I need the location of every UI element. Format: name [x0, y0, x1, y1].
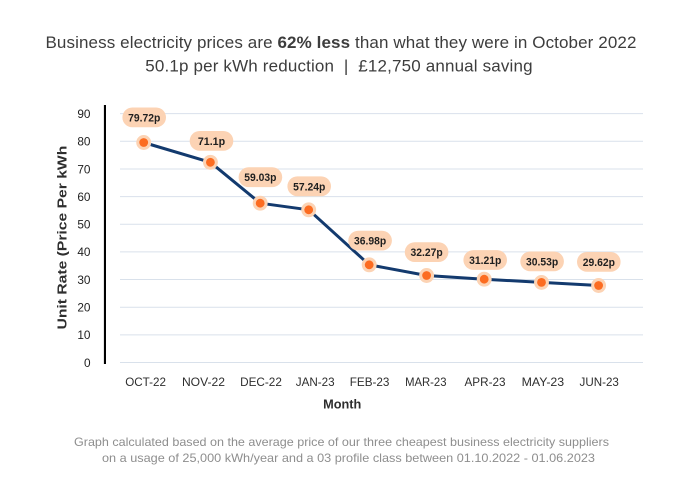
- svg-text:0: 0: [84, 356, 91, 370]
- svg-text:50: 50: [77, 218, 91, 232]
- svg-text:90: 90: [77, 107, 91, 121]
- svg-text:Unit Rate (Price Per kWh: Unit Rate (Price Per kWh: [56, 146, 70, 330]
- svg-text:on a usage of 25,000 kWh/year: on a usage of 25,000 kWh/year and a 03 p…: [102, 451, 595, 465]
- svg-text:JUN-23: JUN-23: [580, 375, 619, 389]
- svg-text:MAR-23: MAR-23: [405, 375, 447, 389]
- svg-text:FEB-23: FEB-23: [350, 375, 390, 389]
- svg-text:79.72p: 79.72p: [128, 112, 161, 124]
- svg-text:57.24p: 57.24p: [293, 181, 326, 193]
- svg-text:Graph calculated based on the: Graph calculated based on the average pr…: [74, 435, 609, 449]
- svg-text:31.21p: 31.21p: [469, 255, 502, 267]
- svg-text:60: 60: [77, 190, 91, 204]
- svg-text:Month: Month: [323, 398, 361, 412]
- svg-text:29.62p: 29.62p: [583, 257, 616, 269]
- svg-text:10: 10: [77, 328, 91, 342]
- svg-text:80: 80: [77, 135, 91, 149]
- svg-text:OCT-22: OCT-22: [125, 375, 166, 389]
- svg-text:Business electricity prices ar: Business electricity prices are 62% less…: [45, 33, 636, 52]
- svg-text:APR-23: APR-23: [465, 375, 506, 389]
- svg-text:36.98p: 36.98p: [354, 236, 387, 248]
- svg-text:70: 70: [77, 162, 91, 176]
- svg-text:40: 40: [77, 245, 91, 259]
- svg-text:32.27p: 32.27p: [411, 247, 444, 259]
- svg-text:71.1p: 71.1p: [198, 136, 226, 148]
- svg-text:30.53p: 30.53p: [526, 256, 559, 268]
- svg-text:DEC-22: DEC-22: [240, 375, 282, 389]
- svg-text:MAY-23: MAY-23: [522, 375, 565, 389]
- svg-text:20: 20: [77, 301, 91, 315]
- svg-text:JAN-23: JAN-23: [296, 375, 335, 389]
- svg-text:NOV-22: NOV-22: [182, 375, 225, 389]
- svg-text:50.1p per kWh reduction | £1: 50.1p per kWh reduction | £12,750 annual…: [145, 57, 532, 76]
- svg-text:30: 30: [77, 273, 91, 287]
- svg-text:59.03p: 59.03p: [244, 172, 277, 184]
